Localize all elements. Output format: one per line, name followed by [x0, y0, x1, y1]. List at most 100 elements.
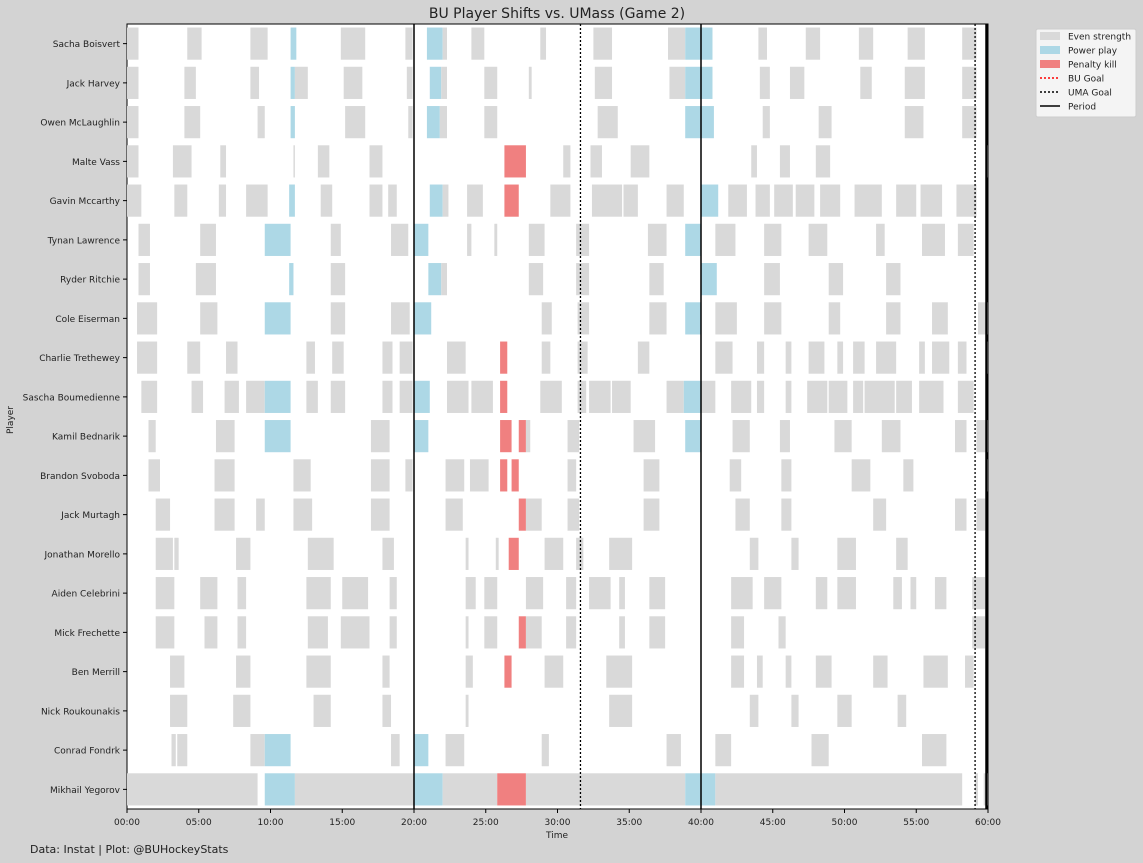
shift-bar-even — [577, 341, 588, 374]
shift-bar-pp — [685, 66, 701, 99]
shift-bar-even — [791, 537, 799, 570]
shift-bar-even — [896, 380, 912, 413]
shift-bar-even — [250, 734, 265, 767]
shift-bar-even — [893, 577, 902, 610]
shift-bar-even — [237, 616, 247, 649]
shift-bar-even — [619, 577, 625, 610]
shift-bar-even — [919, 341, 925, 374]
shift-bar-even — [649, 616, 666, 649]
shift-bar-even — [837, 577, 856, 610]
player-label: Tynan Lawrence — [47, 236, 121, 246]
shift-bar-even — [828, 302, 841, 335]
shift-bar-even — [886, 302, 901, 335]
shift-bar-pp — [426, 27, 443, 60]
shift-bar-even — [540, 380, 562, 413]
shift-bar-even — [897, 694, 907, 727]
shift-bar-even — [495, 537, 499, 570]
shift-bar-even — [246, 184, 268, 217]
shift-bar-even — [200, 223, 216, 256]
shift-bar-even — [957, 380, 974, 413]
shift-bar-even — [756, 341, 765, 374]
shift-bar-even — [715, 223, 736, 256]
player-label: Jack Murtagh — [60, 511, 120, 521]
x-tick-labels: 00:00 05:00 10:00 15:00 20:00 25:00 30:00 35:00… — [114, 809, 1001, 828]
shift-bar-pk — [508, 537, 519, 570]
shift-bar-even — [447, 341, 466, 374]
legend-box — [1035, 28, 1137, 118]
shift-bar-even — [399, 380, 413, 413]
shift-bar-even — [886, 263, 901, 296]
shift-bar-even — [127, 106, 139, 139]
shift-bar-pp — [429, 66, 442, 99]
shift-bar-pp — [701, 27, 713, 60]
shift-bar-even — [307, 616, 328, 649]
shift-bar-even — [785, 380, 792, 413]
player-label: Malte Vass — [72, 158, 120, 168]
shift-bar-even — [921, 223, 945, 256]
shift-bar-even — [834, 420, 852, 453]
shift-bar-even — [441, 66, 448, 99]
shift-bar-even — [399, 341, 413, 374]
shift-bar-even — [544, 655, 564, 688]
shift-bar-even — [666, 184, 684, 217]
legend-label: Penalty kill — [1068, 61, 1117, 71]
shift-bar-even — [972, 616, 986, 649]
shift-bar-even — [204, 616, 218, 649]
shift-bar-even — [306, 655, 331, 688]
shift-bar-even — [148, 459, 161, 492]
shift-bar-even — [174, 184, 188, 217]
shift-bar-even — [525, 498, 542, 531]
shift-bar-even — [442, 184, 449, 217]
shift-bar-even — [781, 498, 792, 531]
shift-bar-even — [606, 655, 633, 688]
shift-bar-even — [174, 537, 179, 570]
shift-bar-even — [609, 694, 633, 727]
shift-bar-even — [860, 66, 872, 99]
shift-bar-even — [837, 341, 844, 374]
shift-bar-even — [340, 616, 370, 649]
shift-bar-even — [382, 341, 393, 374]
shift-bar-even — [137, 302, 158, 335]
legend-label: Power play — [1068, 47, 1118, 57]
shift-bar-even — [923, 655, 948, 688]
shift-bar-even — [749, 537, 759, 570]
shift-bar-even — [853, 380, 864, 413]
y-tick-labels: Sacha Boisvert Jack Harvey Owen McLaughlin… — [23, 40, 127, 796]
shift-bar-even — [541, 341, 551, 374]
shift-bar-even — [785, 341, 792, 374]
shift-bar-even — [715, 734, 732, 767]
shift-bar-pp — [264, 223, 291, 256]
footer-credit: Data: Instat | Plot: @BUHockeyStats — [30, 843, 229, 856]
shift-bar-even — [756, 655, 763, 688]
player-label: Charlie Trethewey — [39, 354, 120, 364]
shift-bar-even — [975, 773, 978, 806]
shift-bar-pp — [264, 773, 295, 806]
shift-bar-even — [666, 380, 684, 413]
shift-bar-even — [774, 184, 793, 217]
shift-bar-even — [972, 577, 986, 610]
shift-bar-even — [851, 459, 871, 492]
shift-bar-even — [808, 341, 825, 374]
shift-bar-even — [965, 655, 974, 688]
shift-bar-even — [732, 420, 750, 453]
shift-bar-even — [465, 577, 476, 610]
shift-bar-even — [735, 498, 750, 531]
shift-bar-even — [467, 184, 483, 217]
shift-bar-even — [307, 537, 334, 570]
shift-bar-even — [764, 577, 782, 610]
shift-bar-pp — [701, 106, 714, 139]
shift-bar-even — [649, 577, 666, 610]
shift-bar-pp — [414, 734, 429, 767]
shift-bar-even — [818, 106, 832, 139]
shift-bar-even — [405, 27, 413, 60]
shift-bar-even — [764, 223, 782, 256]
shift-bar-even — [294, 773, 414, 806]
shift-bar-pk — [500, 341, 508, 374]
shift-bar-even — [465, 537, 469, 570]
shift-bar-even — [666, 734, 681, 767]
shift-bar-even — [256, 498, 265, 531]
shift-bar-even — [246, 380, 265, 413]
x-tick-label: 60:00 — [975, 818, 1001, 828]
x-axis-label: Time — [545, 831, 568, 841]
shift-bar-even — [576, 263, 590, 296]
